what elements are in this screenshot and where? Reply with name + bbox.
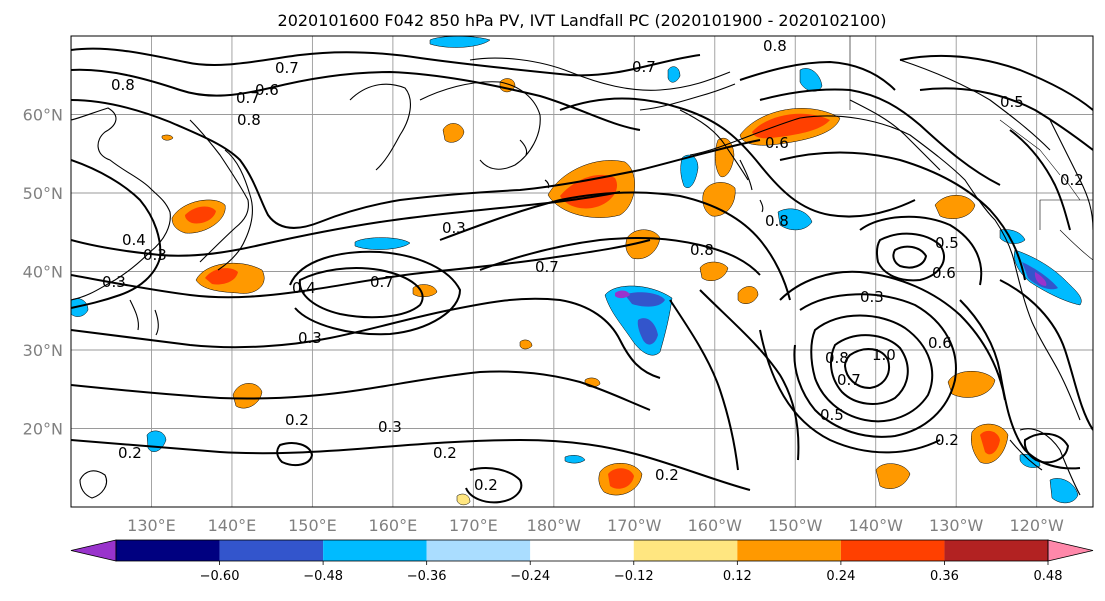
contour-label: 0.3 (442, 219, 466, 237)
colorbar-outline (115, 539, 1049, 562)
colorbar-segment (116, 540, 220, 561)
colorbar-extension-high (1047, 539, 1094, 562)
contour-label: 0.8 (111, 76, 135, 94)
contour-label: 0.2 (433, 444, 457, 462)
lon-label: 170°E (449, 516, 498, 535)
colorbar-segment (219, 540, 324, 561)
lon-label: 130°W (929, 516, 984, 535)
contour-label: 0.3 (102, 273, 126, 291)
coastlines (71, 36, 1093, 499)
figure-title: 2020101600 F042 850 hPa PV, IVT Landfall… (278, 11, 887, 30)
contour-label: 0.5 (935, 234, 959, 252)
contour-label: 0.2 (474, 476, 498, 494)
contour-label: 0.6 (255, 81, 279, 99)
colorbar-tick-label: 0.12 (723, 569, 752, 584)
colorbar-tick-label: 0.36 (930, 569, 959, 584)
contour-label: 0.8 (765, 212, 789, 230)
contour-label: 0.3 (298, 329, 322, 347)
colorbar-tick-label: −0.60 (200, 569, 240, 584)
colorbar-segment (426, 540, 531, 561)
lat-label: 30°N (23, 341, 63, 360)
contour-label: 0.3 (378, 418, 402, 436)
political-borders (849, 36, 1093, 261)
positive-anomaly-patch (195, 263, 265, 294)
lon-label: 130°E (127, 516, 176, 535)
contour-label: 0.2 (285, 411, 309, 429)
contour-label: 0.2 (118, 444, 142, 462)
colorbar-segment (737, 540, 841, 561)
contour-label: 0.8 (825, 349, 849, 367)
lon-label: 150°W (768, 516, 823, 535)
pv-contours (71, 47, 1093, 504)
contour-label: 0.7 (370, 273, 394, 291)
colorbar-ticks: −0.60 −0.48 −0.36 −0.24 −0.12 0.12 0.24 0.36 0.4… (200, 561, 1063, 584)
contour-label: 0.8 (690, 241, 714, 259)
contour-label: 0.7 (535, 258, 559, 276)
contour-label-group: 0.8 0.7 0.6 0.7 0.8 0.7 0.8 0.6 0.5 0.3 … (102, 37, 1084, 494)
colorbar-segment (323, 540, 427, 561)
colorbar-tick-label: −0.24 (510, 569, 550, 584)
contour-label: 0.2 (1060, 171, 1084, 189)
contour-label: 0.7 (236, 89, 260, 107)
contour-label: 0.8 (763, 37, 787, 55)
contour-label: 0.3 (860, 288, 884, 306)
positive-anomaly-patch (739, 108, 841, 146)
lon-label: 180°W (527, 516, 582, 535)
lat-label: 60°N (23, 106, 63, 125)
contour-label: 0.8 (237, 111, 261, 129)
negative-anomaly-patch (604, 285, 673, 356)
colorbar-tick-label: 0.48 (1034, 569, 1063, 584)
contour-label: 0.4 (292, 279, 316, 297)
positive-anomaly-patch (934, 195, 1009, 464)
lon-label: 140°W (849, 516, 904, 535)
positive-anomaly-patch (171, 199, 226, 234)
contour-label: 0.2 (655, 466, 679, 484)
lat-label: 40°N (23, 263, 63, 282)
contour-label: 0.6 (765, 134, 789, 152)
contour-label: 0.6 (932, 264, 956, 282)
colorbar-tick-label: −0.12 (614, 569, 654, 584)
colorbar-segment (840, 540, 945, 561)
lat-label: 20°N (23, 420, 63, 439)
contour-label: 0.5 (820, 406, 844, 424)
contour-label: 0.5 (1000, 93, 1024, 111)
colorbar-extension-low (70, 539, 117, 562)
contour-label: 0.4 (122, 231, 146, 249)
contour-label: 0.6 (928, 334, 952, 352)
colorbar-segment (944, 540, 1048, 561)
longitude-labels: 130°E 140°E 150°E 160°E 170°E 180°W 170°W 160°W… (127, 516, 1064, 535)
colorbar-tick-label: −0.48 (303, 569, 343, 584)
positive-anomaly-patch (625, 229, 759, 304)
lon-label: 170°W (607, 516, 662, 535)
lon-label: 160°W (688, 516, 743, 535)
contour-label: 0.7 (837, 371, 861, 389)
contour-label: 1.0 (872, 346, 896, 364)
colorbar-tick-label: 0.24 (826, 569, 855, 584)
lon-label: 140°E (208, 516, 257, 535)
colorbar-segment (530, 540, 634, 561)
lon-label: 120°W (1009, 516, 1064, 535)
map-panel: 0.8 0.7 0.6 0.7 0.8 0.7 0.8 0.6 0.5 0.3 … (70, 35, 1094, 508)
colorbar-tick-label: −0.36 (407, 569, 447, 584)
positive-anomaly-patch (598, 463, 911, 496)
map-frame (70, 35, 1094, 508)
lat-label: 50°N (23, 184, 63, 203)
latitude-labels: 20°N 30°N 40°N 50°N 60°N (23, 106, 63, 439)
lon-label: 150°E (288, 516, 337, 535)
lon-label: 160°E (369, 516, 418, 535)
colorbar (70, 539, 1094, 562)
contour-label: 0.7 (632, 58, 656, 76)
colorbar-segment (633, 540, 738, 561)
contour-label: 0.2 (935, 431, 959, 449)
contour-label: 0.7 (275, 59, 299, 77)
contour-label: 0.3 (143, 246, 167, 264)
